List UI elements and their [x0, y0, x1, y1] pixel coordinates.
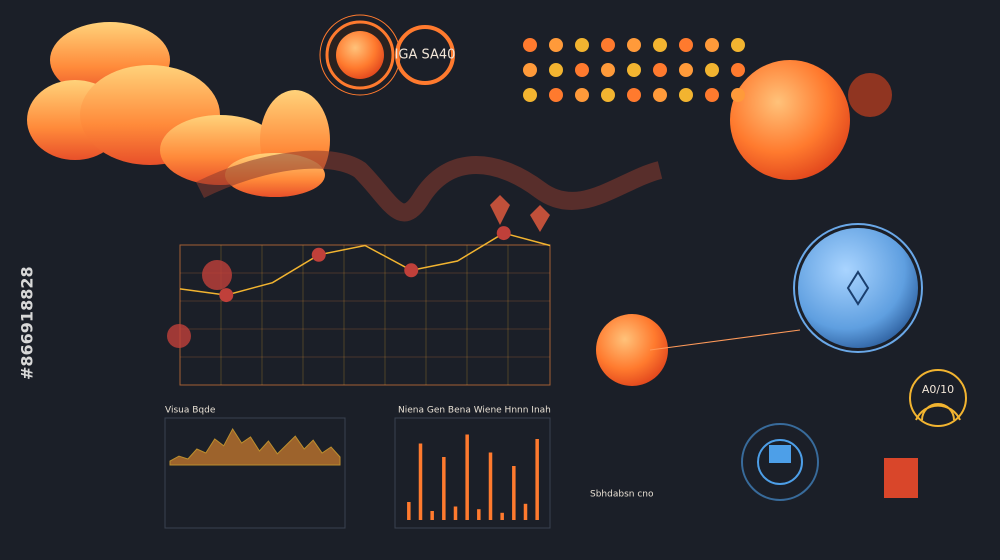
bar — [512, 466, 516, 520]
dot — [601, 63, 615, 77]
line-point — [404, 263, 419, 278]
area-series — [169, 428, 341, 466]
panel-frame — [394, 417, 551, 529]
dot — [705, 63, 719, 77]
dot — [705, 88, 719, 102]
dot — [523, 38, 537, 52]
dot — [627, 38, 641, 52]
bar — [453, 506, 458, 520]
panel-title: Visua Bqde — [165, 406, 216, 416]
sun-badge — [319, 14, 455, 96]
bar — [523, 503, 528, 520]
dot — [549, 88, 563, 102]
bar — [442, 457, 446, 520]
dot — [653, 88, 667, 102]
bar — [407, 502, 411, 520]
orange-planet — [730, 60, 892, 180]
dot — [679, 63, 693, 77]
orange-sphere — [596, 314, 801, 386]
line-point — [496, 226, 511, 241]
line-point — [219, 288, 234, 303]
bar — [488, 452, 493, 520]
bar — [465, 434, 469, 520]
dot — [679, 88, 693, 102]
panel-frame — [164, 417, 346, 529]
dot — [705, 38, 719, 52]
dot — [575, 63, 589, 77]
dot — [575, 88, 589, 102]
wave — [195, 150, 663, 222]
dot — [731, 63, 745, 77]
line-chart-frame — [179, 244, 551, 386]
dot — [679, 38, 693, 52]
list-title: Sbhdabsn cno — [590, 490, 654, 500]
gauge — [909, 369, 967, 427]
dot — [731, 38, 745, 52]
dot — [549, 63, 563, 77]
bar — [477, 509, 481, 520]
diamond-markers — [490, 195, 550, 232]
bar — [430, 511, 434, 520]
cloud — [27, 22, 330, 197]
dot — [523, 63, 537, 77]
bar — [500, 512, 504, 520]
gauge-label: A0/10 — [922, 383, 954, 396]
dot — [575, 38, 589, 52]
dot — [601, 88, 615, 102]
bubble-deco — [202, 260, 232, 290]
dot — [523, 88, 537, 102]
dot — [731, 88, 745, 102]
watermark: #866918828 — [18, 266, 37, 380]
badge-label: IGA SA40 — [395, 48, 456, 63]
dot — [549, 38, 563, 52]
bar — [535, 439, 539, 520]
panel-title: Niena Gen Bena Wiene Hnnn Inah — [398, 406, 551, 416]
bubble-deco — [167, 324, 191, 348]
bar — [418, 443, 423, 520]
dot — [627, 88, 641, 102]
radar — [741, 423, 819, 501]
heat-block — [884, 458, 918, 498]
line-series — [179, 232, 551, 296]
blue-planet — [793, 223, 923, 353]
dot — [653, 38, 667, 52]
dot — [653, 63, 667, 77]
dot — [627, 63, 641, 77]
dot — [601, 38, 615, 52]
line-point — [311, 247, 326, 262]
